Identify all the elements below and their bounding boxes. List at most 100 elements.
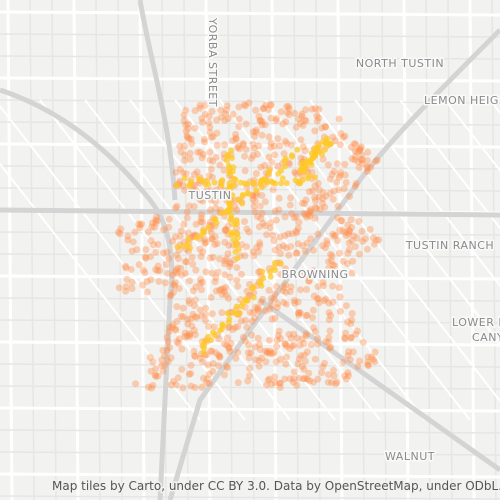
- point: [292, 227, 300, 235]
- point: [234, 323, 242, 330]
- point: [235, 123, 243, 130]
- point: [252, 191, 260, 199]
- point: [153, 217, 161, 225]
- point: [311, 269, 319, 277]
- road: [0, 274, 500, 281]
- road: [0, 451, 500, 456]
- point: [286, 375, 294, 383]
- point: [328, 171, 336, 178]
- point-dense: [223, 157, 230, 164]
- point: [175, 335, 183, 343]
- point: [152, 365, 160, 373]
- point: [128, 247, 136, 255]
- point: [222, 284, 230, 291]
- point-dense: [211, 179, 218, 186]
- point: [361, 235, 369, 243]
- point: [154, 267, 162, 275]
- point: [159, 367, 167, 375]
- point: [340, 185, 348, 193]
- point: [300, 210, 308, 217]
- point: [302, 106, 310, 114]
- point: [320, 269, 328, 277]
- point: [322, 338, 330, 346]
- highway: [0, 207, 500, 218]
- point: [179, 182, 187, 190]
- point: [288, 210, 296, 218]
- point: [313, 117, 321, 125]
- point: [205, 380, 213, 388]
- point: [259, 105, 267, 113]
- point: [356, 146, 364, 154]
- point: [293, 229, 300, 237]
- point-dense: [311, 174, 318, 181]
- point: [358, 160, 366, 168]
- point: [296, 309, 304, 317]
- point: [234, 282, 242, 290]
- point: [282, 360, 290, 368]
- point: [242, 316, 249, 324]
- point: [190, 203, 198, 210]
- point: [356, 357, 364, 365]
- point: [294, 224, 302, 232]
- point-dense: [227, 201, 234, 208]
- point: [322, 268, 330, 276]
- point: [275, 194, 283, 202]
- point: [286, 288, 294, 296]
- point: [245, 341, 253, 349]
- point: [218, 291, 226, 299]
- point: [165, 255, 173, 262]
- point: [248, 318, 256, 325]
- point: [337, 168, 345, 176]
- point: [249, 309, 257, 317]
- point: [191, 107, 199, 115]
- point: [334, 237, 342, 244]
- point: [178, 345, 186, 353]
- point: [258, 209, 266, 217]
- point-dense: [278, 167, 285, 174]
- point: [136, 224, 144, 232]
- point: [334, 214, 341, 222]
- point: [351, 153, 359, 160]
- point: [165, 223, 173, 231]
- point: [242, 120, 250, 128]
- point: [268, 158, 276, 166]
- point: [354, 148, 362, 156]
- point-dense: [238, 303, 245, 310]
- point: [255, 248, 263, 256]
- point: [182, 106, 190, 114]
- point: [171, 233, 179, 241]
- point: [269, 350, 276, 358]
- point: [294, 298, 302, 306]
- point: [298, 110, 306, 118]
- point: [222, 291, 230, 299]
- point: [231, 324, 239, 332]
- point: [168, 323, 176, 331]
- point: [164, 269, 172, 277]
- density-points: [114, 99, 383, 392]
- point: [315, 186, 323, 194]
- point: [181, 269, 189, 277]
- point: [344, 372, 352, 380]
- point-dense: [282, 163, 288, 170]
- point: [190, 326, 198, 334]
- point: [243, 323, 251, 331]
- point: [223, 362, 231, 370]
- point: [178, 271, 186, 279]
- point: [352, 330, 360, 338]
- point: [246, 308, 254, 316]
- point: [127, 266, 135, 273]
- point: [341, 335, 349, 343]
- point-dense: [250, 294, 257, 301]
- point: [223, 334, 231, 342]
- point: [223, 102, 231, 110]
- point: [354, 363, 362, 370]
- point: [123, 275, 131, 283]
- point: [299, 121, 307, 129]
- point: [355, 250, 363, 258]
- point: [347, 320, 355, 328]
- point: [133, 246, 141, 254]
- point: [283, 353, 290, 361]
- point: [320, 297, 328, 305]
- road: [0, 10, 500, 17]
- point: [351, 147, 359, 155]
